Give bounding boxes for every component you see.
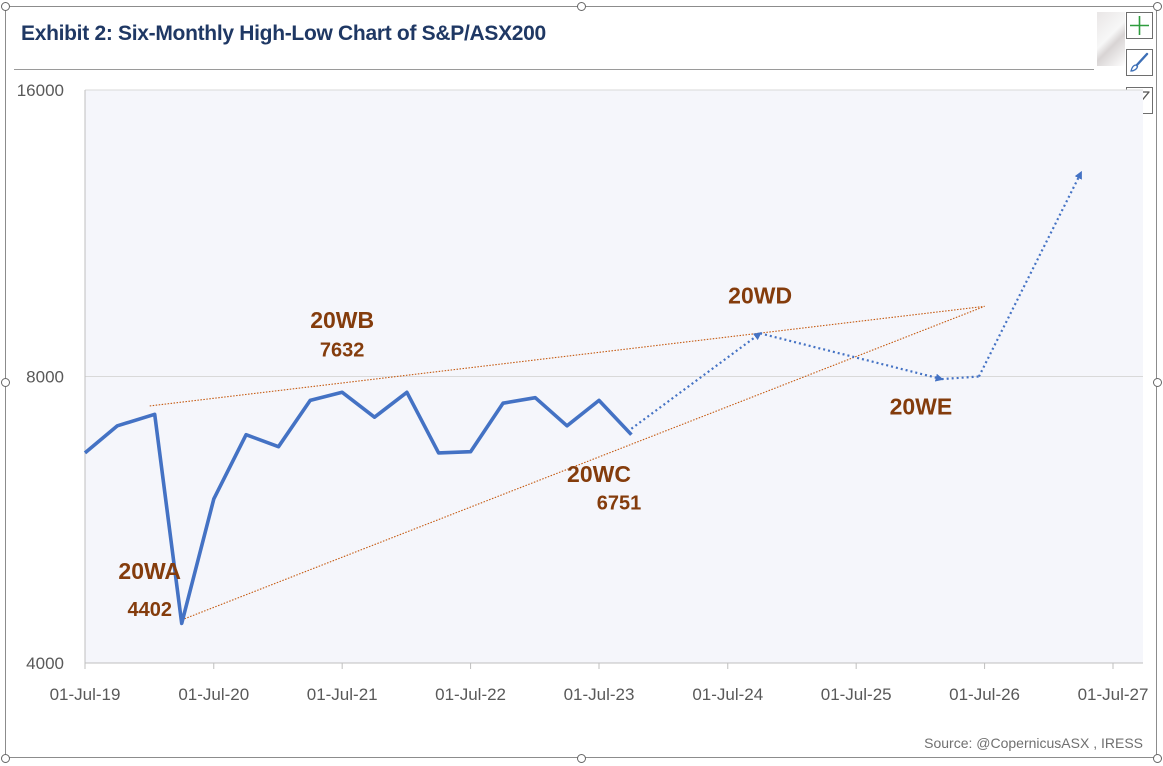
projection-segment (941, 375, 980, 381)
resize-handle-top-right[interactable] (1153, 2, 1162, 11)
x-tick-label: 01-Jul-26 (949, 685, 1020, 704)
trendlines (149, 305, 985, 621)
projection-path (630, 170, 1082, 430)
resize-handle-bottom-center[interactable] (577, 754, 586, 763)
axes: 16000 8000 4000 01-Jul-19 01-Jul-20 01-Jul-21… (17, 81, 1149, 704)
trendline (149, 305, 985, 407)
wave-label: 20WC (567, 461, 631, 487)
chart-elements-plus-icon[interactable] (1126, 12, 1153, 39)
chart-title[interactable]: Exhibit 2: Six-Monthly High-Low Chart of… (21, 22, 546, 45)
resize-handle-top-center[interactable] (577, 2, 586, 11)
price-series (83, 390, 633, 626)
trendline (181, 305, 985, 621)
x-tick-label: 01-Jul-20 (178, 685, 249, 704)
x-tick-label: 01-Jul-22 (435, 685, 506, 704)
thumbnail-image (1097, 12, 1125, 66)
wave-label: 20WD (728, 282, 792, 308)
x-tick-label: 01-Jul-23 (564, 685, 635, 704)
projection-segment (630, 332, 762, 430)
x-tick-label: 01-Jul-25 (821, 685, 892, 704)
source-note: Source: @CopernicusASX , IRESS (924, 735, 1143, 751)
chart-styles-brush-icon[interactable] (1126, 49, 1153, 76)
wave-label: 20WE (890, 393, 953, 419)
resize-handle-middle-right[interactable] (1153, 378, 1162, 387)
wave-label: 20WB (310, 307, 374, 333)
x-tick-label: 01-Jul-27 (1078, 685, 1149, 704)
price-line (83, 390, 633, 626)
x-tick-label: 01-Jul-24 (692, 685, 763, 704)
resize-handle-bottom-right[interactable] (1153, 754, 1162, 763)
title-divider (14, 69, 1094, 70)
resize-handle-bottom-left[interactable] (1, 754, 10, 763)
wave-value: 7632 (320, 339, 365, 361)
wave-value: 4402 (127, 599, 172, 621)
x-tick-label: 01-Jul-21 (307, 685, 378, 704)
resize-handle-top-left[interactable] (1, 2, 10, 11)
resize-handle-middle-left[interactable] (1, 378, 10, 387)
y-tick-label: 8000 (26, 368, 64, 387)
annotations: 20WA 4402 20WB 7632 20WC 6751 20WD 20WE (118, 282, 952, 621)
y-tick-label: 16000 (17, 81, 64, 100)
projection-segment (759, 332, 944, 382)
y-tick-label: 4000 (26, 654, 64, 673)
wave-label: 20WA (118, 558, 181, 584)
wave-value: 6751 (597, 492, 642, 514)
x-tick-label: 01-Jul-19 (50, 685, 121, 704)
